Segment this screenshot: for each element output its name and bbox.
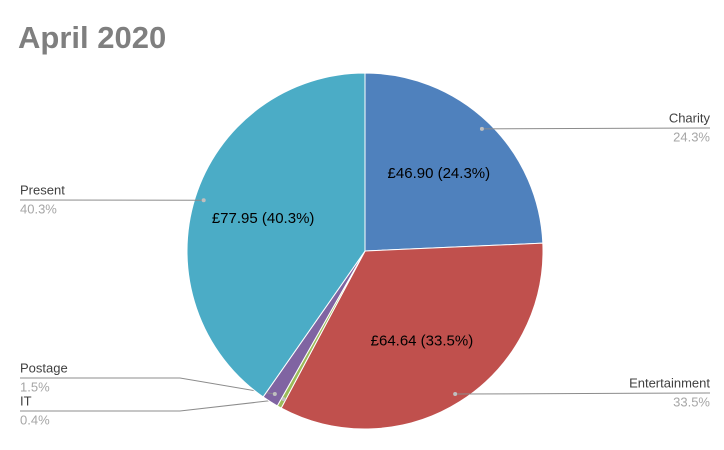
leader-dot bbox=[201, 198, 206, 203]
leader-dot bbox=[453, 392, 458, 397]
data-label: 24.3% bbox=[673, 129, 710, 144]
legend-label: Charity bbox=[669, 110, 711, 125]
legend-label: Postage bbox=[20, 360, 68, 375]
data-label: 33.5% bbox=[673, 394, 710, 409]
leader-dot bbox=[281, 397, 286, 402]
leader-line bbox=[455, 392, 711, 395]
data-label: 0.4% bbox=[20, 412, 50, 427]
legend-label: Entertainment bbox=[629, 375, 710, 390]
pie-slice bbox=[280, 242, 544, 430]
leader-dot bbox=[479, 126, 484, 131]
chart-title: April 2020 bbox=[18, 20, 166, 55]
legend-label: IT bbox=[20, 393, 32, 408]
pie-slice bbox=[364, 72, 544, 252]
leader-dot bbox=[272, 392, 277, 397]
data-label: 1.5% bbox=[20, 379, 50, 394]
leader-line bbox=[20, 398, 284, 412]
leader-line bbox=[20, 377, 275, 395]
inner-label: £46.90 (24.3%) bbox=[388, 165, 491, 182]
inner-label: £77.95 (40.3%) bbox=[212, 210, 315, 227]
legend-label: Present bbox=[20, 182, 65, 197]
pie-slice bbox=[186, 72, 366, 398]
data-label: 40.3% bbox=[20, 201, 57, 216]
leader-line bbox=[481, 127, 711, 130]
inner-label: £64.64 (33.5%) bbox=[371, 332, 474, 349]
